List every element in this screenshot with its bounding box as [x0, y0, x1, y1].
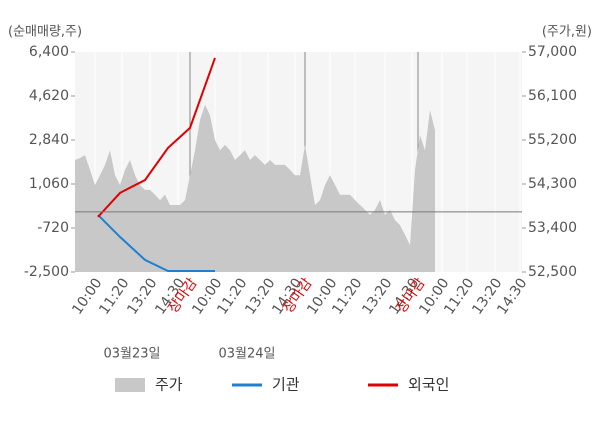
series-line [97, 57, 216, 218]
y-axis-label: (순매매량,주) [8, 25, 82, 40]
y-tick-label: 2,840 [29, 132, 69, 148]
date-label: 03월24일 [218, 347, 275, 362]
y2-tick-label: 52,500 [528, 264, 577, 280]
y-tick-label: -2,500 [24, 264, 69, 280]
y-tick-label: 6,400 [29, 44, 69, 60]
date-label: 03월23일 [103, 347, 160, 362]
legend-label: 외국인 [408, 376, 449, 394]
y2-tick-label: 54,300 [528, 176, 577, 192]
y2-tick-label: 55,200 [528, 132, 577, 148]
price-area [75, 104, 435, 272]
y2-tick-label: 56,100 [528, 88, 577, 104]
y-tick-label: 4,620 [29, 88, 69, 104]
y2-tick-label: 57,000 [528, 44, 577, 60]
legend-label: 주가 [155, 376, 183, 394]
legend-swatch [115, 378, 145, 392]
y-tick-label: -720 [37, 220, 69, 236]
legend-label: 기관 [272, 376, 300, 394]
series-line [97, 214, 215, 273]
y-tick-label: 1,060 [29, 176, 69, 192]
y2-tick-label: 53,400 [528, 220, 577, 236]
y2-axis-label: (주가,원) [542, 25, 592, 40]
